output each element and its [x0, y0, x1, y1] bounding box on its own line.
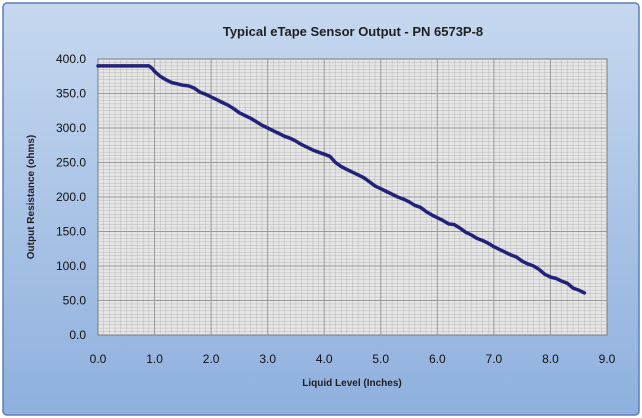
y-tick-label: 200.0 — [56, 190, 86, 204]
series-group — [96, 64, 587, 295]
x-axis-label: Liquid Level (Inches) — [302, 378, 401, 389]
x-tick-label: 9.0 — [599, 352, 616, 366]
chart-title: Typical eTape Sensor Output - PN 6573P-8 — [223, 24, 483, 39]
x-tick-label: 4.0 — [316, 352, 333, 366]
x-tick-label: 8.0 — [542, 352, 559, 366]
y-tick-label: 300.0 — [56, 121, 86, 135]
y-tick-label: 0.0 — [69, 328, 86, 342]
y-axis-ticks: 0.0 50.0 100.0 150.0 200.0 250.0 300.0 350.0 400… — [56, 52, 86, 342]
x-tick-label: 5.0 — [372, 352, 389, 366]
x-tick-label: 2.0 — [203, 352, 220, 366]
series-line — [96, 64, 587, 295]
x-tick-label: 0.0 — [90, 352, 107, 366]
y-tick-label: 250.0 — [56, 156, 86, 170]
x-tick-label: 7.0 — [486, 352, 503, 366]
y-tick-label: 100.0 — [56, 259, 86, 273]
x-tick-label: 6.0 — [429, 352, 446, 366]
x-axis-ticks: 0.0 1.0 2.0 3.0 4.0 5.0 6.0 7.0 8.0 9.0 — [90, 352, 616, 366]
x-tick-label: 3.0 — [259, 352, 276, 366]
y-tick-label: 50.0 — [63, 294, 87, 308]
major-gridlines — [98, 59, 607, 335]
y-tick-label: 150.0 — [56, 225, 86, 239]
y-axis-label: Output Resistance (ohms) — [26, 135, 37, 259]
x-tick-label: 1.0 — [146, 352, 163, 366]
y-tick-label: 350.0 — [56, 87, 86, 101]
y-tick-label: 400.0 — [56, 52, 86, 66]
